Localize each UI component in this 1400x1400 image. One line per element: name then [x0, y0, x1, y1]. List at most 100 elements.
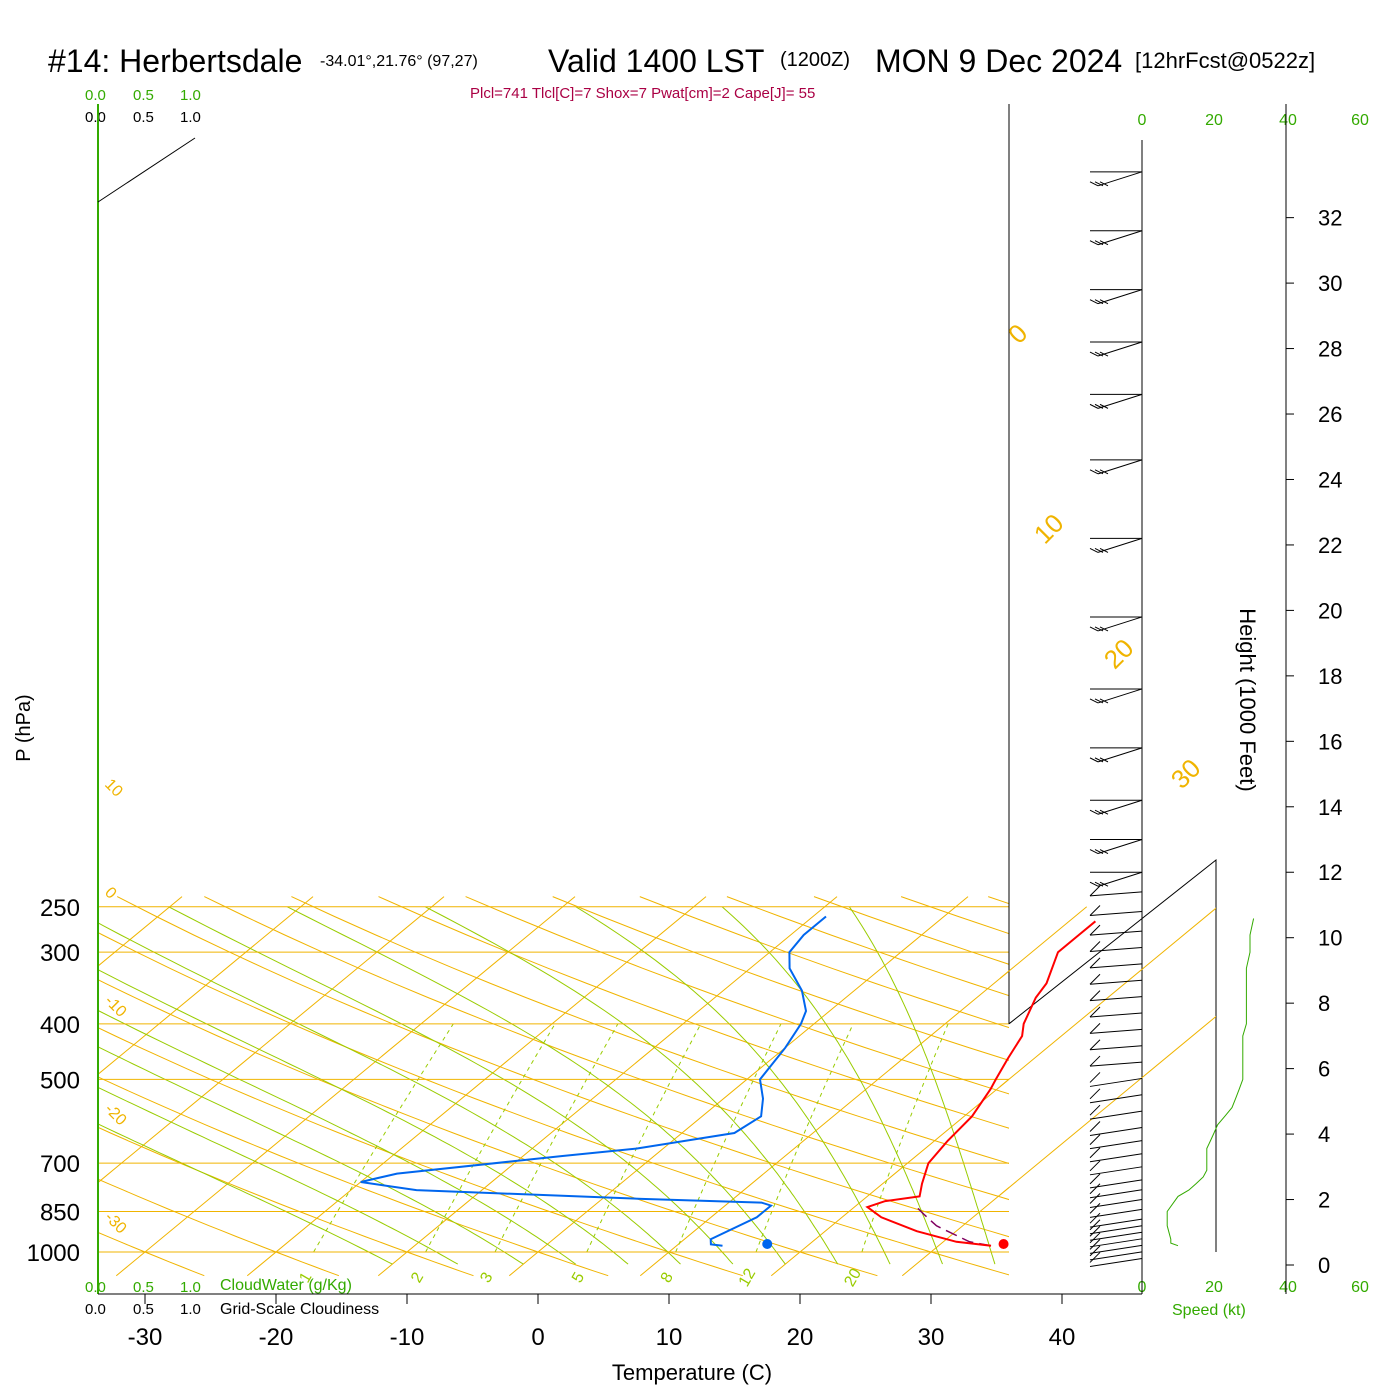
- wind-barb-flag: [1099, 757, 1109, 763]
- wind-barb-flag: [1089, 941, 1101, 952]
- plot-frame: [97, 104, 1287, 1304]
- wind-barb-flag: [1089, 1147, 1101, 1159]
- wind-barb-flag: [1094, 299, 1104, 305]
- isotherm-label-right: 30: [1165, 753, 1207, 795]
- height-tick-label: 14: [1318, 795, 1342, 820]
- wind-barb: [1089, 957, 1143, 969]
- pressure-tick-label: 250: [40, 895, 80, 922]
- height-tick-label: 4: [1318, 1122, 1330, 1147]
- height-tick-label: 30: [1318, 271, 1342, 296]
- cloudiness-tick-bottom-0: 0.0: [85, 1301, 106, 1318]
- moist-adiabat-line: [575, 906, 891, 1265]
- temperature-tick-label: 0: [531, 1324, 544, 1351]
- wind-barb-flag: [1099, 698, 1109, 704]
- dry-adiabat-line: [726, 896, 1009, 997]
- wind-barb: [1089, 688, 1143, 704]
- mixing-ratio-line: [586, 1023, 702, 1253]
- temperature-tick-label: 20: [787, 1324, 814, 1351]
- wind-barb-flag: [1094, 809, 1104, 815]
- cloudiness-tick-top-0: 0.0: [85, 109, 106, 126]
- dry-adiabat-line: [813, 896, 1009, 965]
- cloudiness-tick-top-1: 0.5: [133, 109, 154, 126]
- wind-barb-flag: [1089, 957, 1101, 969]
- wind-barb: [1089, 1252, 1143, 1267]
- isotherm-line: [1295, 897, 1400, 1276]
- speed-tick-bottom-3: 60: [1351, 1279, 1369, 1296]
- wind-barb-shaft: [1097, 537, 1143, 553]
- dry-adiabat-line: [98, 1126, 474, 1277]
- isotherm-line: [1164, 897, 1400, 1276]
- sloped-border-line: [1008, 858, 1217, 1252]
- cloudiness-tick-bottom-2: 1.0: [180, 1301, 201, 1318]
- wind-barb-flag: [1089, 881, 1099, 887]
- wind-barb-flag: [1089, 973, 1101, 985]
- stability-indices: Plcl=741 Tlcl[C]=7 Shox=7 Pwat[cm]=2 Cap…: [470, 85, 815, 102]
- moist-adiabat-line: [98, 922, 681, 1265]
- isotherm-label-right: 10: [1028, 508, 1070, 550]
- mixing-ratio-label: 12: [736, 1266, 760, 1290]
- wind-barb-flag: [1089, 403, 1099, 409]
- valid-date: MON 9 Dec 2024: [875, 43, 1122, 79]
- wind-barb: [1089, 973, 1143, 985]
- wind-barb-shaft: [1097, 393, 1143, 409]
- wind-barb: [1089, 1245, 1143, 1261]
- speed-tick-top-2: 40: [1279, 112, 1297, 129]
- wind-barb: [1089, 990, 1143, 1002]
- wind-barb-flag: [1099, 626, 1109, 632]
- wind-barb-shaft: [1097, 839, 1143, 854]
- moist-adiabat-line: [98, 1123, 393, 1265]
- pressure-tick-label: 300: [40, 940, 80, 967]
- speed-tick-bottom-2: 40: [1279, 1279, 1297, 1296]
- isotherm-lines: [98, 896, 1400, 1277]
- wind-barb: [1089, 1006, 1143, 1018]
- cloudiness-tick-bottom-1: 0.5: [133, 1301, 154, 1318]
- moist-adiabat-line: [287, 906, 786, 1265]
- wind-barb: [1089, 1088, 1143, 1104]
- wind-barb-shaft: [1097, 871, 1143, 887]
- mixing-ratio-lines: [313, 1023, 949, 1253]
- wind-barb: [1089, 1055, 1143, 1067]
- dry-adiabat-line: [98, 1178, 340, 1277]
- extended-isotherms: [1000, 906, 1216, 1196]
- height-tick-label: 6: [1318, 1057, 1330, 1082]
- zulu-time: (1200Z): [780, 49, 850, 71]
- speed-tick-top-1: 20: [1205, 112, 1223, 129]
- cloudwater-tick-bottom-2: 1.0: [180, 1279, 201, 1296]
- wind-barb-shaft: [1089, 1028, 1143, 1034]
- wind-barb-flag: [1089, 1232, 1101, 1244]
- wind-barb-shaft: [1089, 1189, 1143, 1199]
- wind-barb: [1089, 1022, 1143, 1034]
- isotherm-line: [246, 896, 707, 1277]
- wind-barb-flag: [1094, 469, 1104, 475]
- wind-barb-flag: [1089, 809, 1099, 815]
- wind-barb: [1089, 747, 1143, 763]
- height-tick-label: 26: [1318, 402, 1342, 427]
- wind-barb-shaft: [1089, 1012, 1143, 1018]
- isotherm-label-left: -20: [101, 1101, 129, 1129]
- extended-isotherm-line: [1000, 1015, 1216, 1196]
- wind-barb-flag: [1089, 990, 1101, 1001]
- wind-barb-flag: [1089, 547, 1099, 553]
- moist-adiabat-line: [98, 969, 629, 1265]
- temperature-tick-label: 30: [918, 1324, 945, 1351]
- wind-barb: [1089, 1134, 1143, 1150]
- wind-barb-flag: [1089, 1225, 1101, 1237]
- mixing-ratio-label: 5: [569, 1270, 588, 1286]
- isotherm-line: [98, 896, 183, 967]
- wind-barb-shaft: [1089, 1231, 1143, 1241]
- wind-barb-flag: [1089, 1039, 1101, 1051]
- plot-area: [98, 896, 1400, 1277]
- height-tick-label: 24: [1318, 467, 1342, 492]
- pressure-tick-label: 1000: [27, 1240, 80, 1267]
- pressure-tick-label: 400: [40, 1012, 80, 1039]
- wind-barb-flag: [1099, 809, 1109, 815]
- wind-barb: [1089, 393, 1143, 409]
- isotherm-label-right: 20: [1098, 633, 1140, 675]
- wind-barb: [1089, 1183, 1143, 1199]
- height-tick-label: 20: [1318, 598, 1342, 623]
- wind-barb-flag: [1089, 626, 1099, 632]
- mixing-ratio-label: 8: [658, 1270, 677, 1286]
- wind-barb: [1089, 885, 1143, 897]
- cloudwater-tick-bottom-0: 0.0: [85, 1279, 106, 1296]
- wind-barb: [1089, 871, 1143, 887]
